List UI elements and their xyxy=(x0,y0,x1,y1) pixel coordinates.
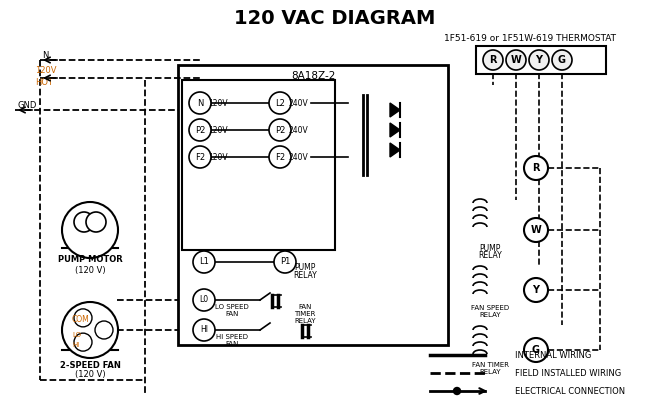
Text: RELAY: RELAY xyxy=(479,369,500,375)
Bar xyxy=(182,80,335,250)
Text: L2: L2 xyxy=(275,98,285,108)
Text: Y: Y xyxy=(533,285,539,295)
Text: R: R xyxy=(489,55,496,65)
Text: RELAY: RELAY xyxy=(479,312,500,318)
Circle shape xyxy=(62,202,118,258)
Circle shape xyxy=(62,302,118,358)
Text: FAN SPEED: FAN SPEED xyxy=(471,305,509,311)
Text: 1F51-619 or 1F51W-619 THERMOSTAT: 1F51-619 or 1F51W-619 THERMOSTAT xyxy=(444,34,616,42)
Circle shape xyxy=(189,119,211,141)
Circle shape xyxy=(269,92,291,114)
Text: RELAY: RELAY xyxy=(478,251,502,259)
Circle shape xyxy=(506,50,526,70)
Circle shape xyxy=(193,251,215,273)
Circle shape xyxy=(269,119,291,141)
Circle shape xyxy=(189,146,211,168)
Circle shape xyxy=(524,156,548,180)
Text: L1: L1 xyxy=(199,258,209,266)
Text: HOT: HOT xyxy=(35,78,53,86)
Text: RELAY: RELAY xyxy=(294,318,316,324)
Circle shape xyxy=(86,212,106,232)
Text: P1: P1 xyxy=(280,258,290,266)
Circle shape xyxy=(189,92,211,114)
Text: F2: F2 xyxy=(275,153,285,161)
Text: 120 VAC DIAGRAM: 120 VAC DIAGRAM xyxy=(234,8,436,28)
Text: (120 V): (120 V) xyxy=(74,266,105,274)
Circle shape xyxy=(552,50,572,70)
Text: N: N xyxy=(197,98,203,108)
Text: 240V: 240V xyxy=(288,153,308,161)
Text: F2: F2 xyxy=(195,153,205,161)
Text: G: G xyxy=(558,55,566,65)
Text: PUMP: PUMP xyxy=(479,243,500,253)
Text: P2: P2 xyxy=(275,126,285,134)
Text: TIMER: TIMER xyxy=(294,311,316,317)
Text: GND: GND xyxy=(17,101,36,109)
Text: FAN: FAN xyxy=(225,311,239,317)
Text: FAN TIMER: FAN TIMER xyxy=(472,362,509,368)
Text: 120V: 120V xyxy=(208,98,228,108)
Text: G: G xyxy=(532,345,540,355)
Text: PUMP: PUMP xyxy=(294,264,316,272)
Text: LO SPEED: LO SPEED xyxy=(215,304,249,310)
Text: FIELD INSTALLED WIRING: FIELD INSTALLED WIRING xyxy=(515,368,621,378)
Text: INTERNAL WIRING: INTERNAL WIRING xyxy=(515,351,592,360)
Circle shape xyxy=(193,319,215,341)
Text: 8A18Z-2: 8A18Z-2 xyxy=(291,71,335,81)
Polygon shape xyxy=(390,123,400,137)
Circle shape xyxy=(74,309,92,327)
Text: COM: COM xyxy=(72,316,90,324)
Text: W: W xyxy=(531,225,541,235)
Text: W: W xyxy=(511,55,521,65)
Circle shape xyxy=(269,146,291,168)
Text: RELAY: RELAY xyxy=(293,272,317,280)
Text: HI: HI xyxy=(200,326,208,334)
Text: R: R xyxy=(532,163,540,173)
Text: 120V: 120V xyxy=(35,65,56,75)
Circle shape xyxy=(74,333,92,351)
Text: P2: P2 xyxy=(195,126,205,134)
Circle shape xyxy=(454,388,460,395)
Text: FAN: FAN xyxy=(225,341,239,347)
Text: (120 V): (120 V) xyxy=(74,370,105,380)
Text: 120V: 120V xyxy=(208,126,228,134)
Text: N: N xyxy=(42,51,48,59)
Polygon shape xyxy=(390,143,400,157)
Circle shape xyxy=(483,50,503,70)
Circle shape xyxy=(74,212,94,232)
Text: 240V: 240V xyxy=(288,126,308,134)
Polygon shape xyxy=(390,103,400,117)
Circle shape xyxy=(193,289,215,311)
Circle shape xyxy=(95,321,113,339)
Circle shape xyxy=(529,50,549,70)
Text: 120V: 120V xyxy=(208,153,228,161)
Circle shape xyxy=(524,278,548,302)
Circle shape xyxy=(524,338,548,362)
Text: PUMP MOTOR: PUMP MOTOR xyxy=(58,256,123,264)
Text: ELECTRICAL CONNECTION: ELECTRICAL CONNECTION xyxy=(515,386,625,396)
Text: LO: LO xyxy=(72,332,81,338)
Text: HI SPEED: HI SPEED xyxy=(216,334,248,340)
Text: 240V: 240V xyxy=(288,98,308,108)
Circle shape xyxy=(274,251,296,273)
Bar xyxy=(476,46,606,74)
Circle shape xyxy=(524,218,548,242)
Text: FAN: FAN xyxy=(298,304,312,310)
Text: Y: Y xyxy=(535,55,543,65)
Text: HI: HI xyxy=(72,342,79,348)
Text: 2-SPEED FAN: 2-SPEED FAN xyxy=(60,360,121,370)
Text: L0: L0 xyxy=(200,295,208,305)
Bar xyxy=(178,65,448,345)
